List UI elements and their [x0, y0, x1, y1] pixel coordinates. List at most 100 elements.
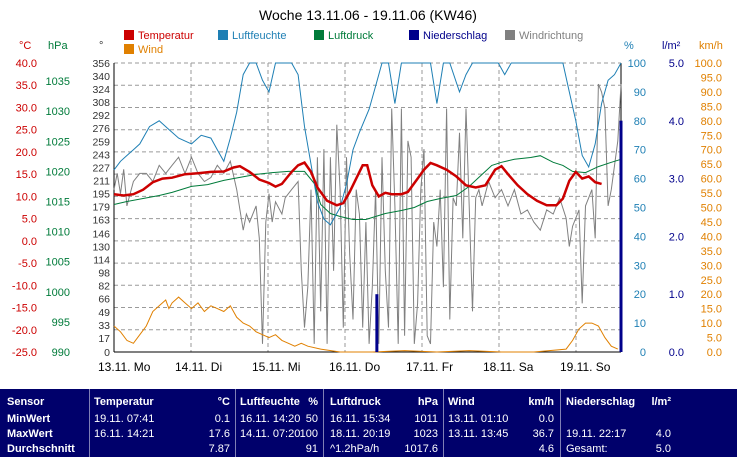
humidity-tick-label: 90 [634, 87, 646, 99]
humidity-time: 16.11. 14:20 [240, 413, 301, 425]
rain-tick-label: 5.0 [669, 58, 684, 70]
wind-tick-label: 60.0 [701, 174, 722, 186]
temperature-tick-label: 40.0 [16, 58, 37, 70]
humidity-tick-label: 30 [634, 260, 646, 272]
pressure-time: 16.11. 15:34 [330, 413, 391, 425]
wind-tick-label: 5.0 [707, 333, 722, 345]
wind-time: 13.11. 01:10 [448, 413, 509, 425]
chart-legend: Temperatur Luftfeuchte Luftdruck Niederschl… [124, 30, 583, 56]
day-label: 17.11. Fr [406, 360, 453, 374]
pressure-time: 18.11. 20:19 [330, 428, 391, 440]
header-pressure-unit: hPa [417, 396, 438, 408]
temperature-value: 17.6 [208, 428, 230, 440]
direction-tick-label: 276 [92, 123, 110, 135]
direction-tick-label: 0 [104, 347, 110, 359]
temperature-tick-label: 30.0 [16, 102, 37, 114]
rain-tick-label: 4.0 [669, 116, 684, 128]
pressure-value: 1023 [413, 428, 438, 440]
pressure-tick-label: 1010 [46, 227, 70, 239]
wind-tick-label: 50.0 [701, 203, 722, 215]
temperature-tick-label: 0.0 [22, 236, 37, 248]
pressure-tick-label: 1005 [46, 257, 70, 269]
pressure-tick-label: 1030 [46, 106, 70, 118]
legend-label: Niederschlag [423, 30, 487, 42]
temperature-time: 16.11. 14:21 [94, 428, 155, 440]
pressure-tick-label: 995 [52, 317, 70, 329]
temperature-tick-label: 5.0 [22, 214, 37, 226]
wind-tick-label: 30.0 [701, 260, 722, 272]
legend-swatch [505, 30, 515, 40]
column-separator [235, 389, 236, 457]
direction-tick-label: 356 [92, 58, 110, 70]
direction-tick-label: 66 [98, 293, 110, 305]
wind-tick-label: 95.0 [701, 72, 722, 84]
legend-swatch [218, 30, 228, 40]
day-label: 18.11. Sa [483, 360, 534, 374]
header-rain: Niederschlag [566, 396, 636, 408]
legend-label: Temperatur [138, 30, 194, 42]
temperature-tick-label: -10.0 [12, 280, 37, 292]
wind-tick-label: 70.0 [701, 145, 722, 157]
pressure-time: ^1.2hPa/h [330, 443, 380, 455]
row-label: MinWert [7, 413, 51, 425]
pressure-tick-label: 1025 [46, 136, 70, 148]
wind-unit: km/h [699, 40, 723, 52]
day-label: 16.11. Do [329, 360, 380, 374]
direction-tick-label: 114 [93, 254, 110, 266]
wind-tick-label: 10.0 [701, 318, 722, 330]
humidity-tick-label: 100 [628, 58, 646, 70]
wind-tick-label: 65.0 [701, 159, 722, 171]
direction-tick-label: 211 [93, 176, 110, 188]
wind-tick-label: 15.0 [701, 304, 722, 316]
header-humidity-unit: % [308, 396, 318, 408]
wind-tick-label: 40.0 [701, 231, 722, 243]
axis-tick-labels: -25.0 -20.0 -15.0 -10.0 -5.0 0.0 5.0 10.0 15.0 20… [12, 58, 722, 359]
direction-tick-label: 82 [98, 280, 110, 292]
wind-tick-label: 75.0 [701, 130, 722, 142]
day-label: 13.11. Mo [98, 360, 151, 374]
humidity-tick-label: 80 [634, 116, 646, 128]
wind-tick-label: 55.0 [701, 188, 722, 200]
statistics-table: Sensor Temperatur °C Luftfeuchte % Luftd… [0, 389, 737, 457]
axis-units: °C hPa °% l/m² km/h [19, 40, 723, 52]
rain-value: 4.0 [655, 428, 671, 440]
pressure-value: 1017.6 [404, 443, 438, 455]
legend-swatch [124, 30, 134, 40]
humidity-value: 100 [299, 428, 318, 440]
column-separator [443, 389, 444, 457]
rain-tick-label: 2.0 [669, 231, 684, 243]
day-label: 19.11. So [560, 360, 611, 374]
wind-tick-label: 0.0 [707, 347, 722, 359]
rain-tick-label: 0.0 [669, 347, 684, 359]
direction-tick-label: 163 [92, 215, 110, 227]
header-rain-unit: l/m² [651, 396, 671, 408]
row-label: Durchschnitt [7, 443, 75, 455]
direction-tick-label: 243 [92, 150, 110, 162]
legend-label: Windrichtung [519, 30, 583, 42]
legend-label: Wind [138, 44, 163, 56]
wind-time: 13.11. 13:45 [448, 428, 509, 440]
rain-unit: l/m² [662, 40, 681, 52]
wind-value: 4.6 [538, 443, 554, 455]
rain-tick-label: 3.0 [669, 174, 684, 186]
pressure-tick-label: 990 [52, 347, 70, 359]
day-label: 14.11. Di [175, 360, 222, 374]
weather-chart: Woche 13.11.06 - 19.11.06 (KW46) Tempera… [12, 7, 723, 374]
humidity-time: 14.11. 07:20 [240, 428, 301, 440]
wind-tick-label: 90.0 [701, 87, 722, 99]
legend-swatch [124, 44, 134, 54]
temperature-tick-label: -15.0 [12, 303, 37, 315]
wind-tick-label: 80.0 [701, 116, 722, 128]
temperature-tick-label: 35.0 [16, 80, 37, 92]
pressure-tick-label: 1015 [46, 196, 70, 208]
rain-tick-label: 1.0 [669, 289, 684, 301]
series-wind-line [113, 296, 619, 353]
wind-tick-label: 25.0 [701, 275, 722, 287]
wind-tick-label: 85.0 [701, 101, 722, 113]
header-wind: Wind [448, 396, 475, 408]
header-pressure: Luftdruck [330, 396, 381, 408]
humidity-tick-label: 60 [634, 174, 646, 186]
plot-frame [114, 63, 621, 352]
column-separator [89, 389, 90, 457]
humidity-value: 91 [305, 443, 318, 455]
